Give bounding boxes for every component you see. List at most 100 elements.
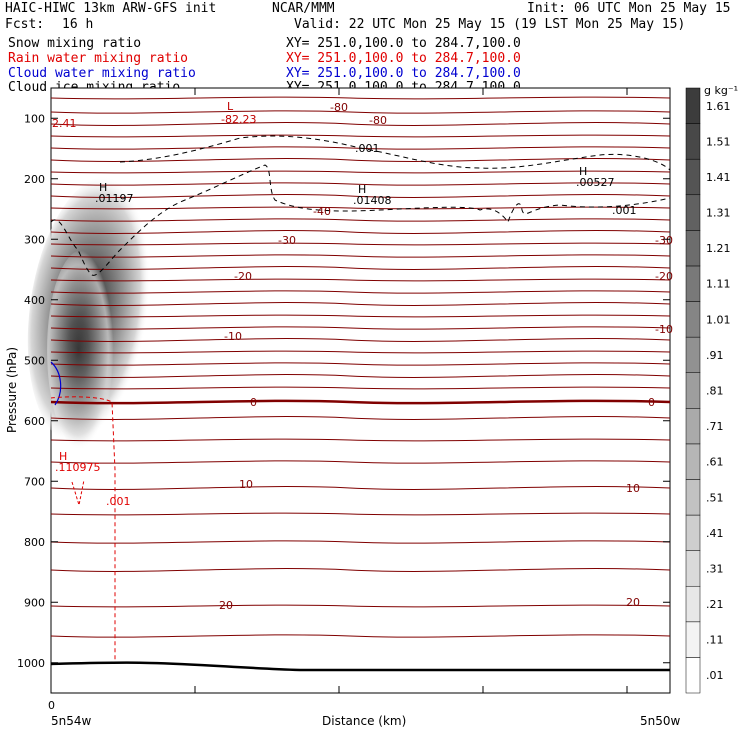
valid-time: Valid: 22 UTC Mon 25 May 15 (19 LST Mon … [294, 17, 686, 32]
y-tick-label: 200 [24, 173, 45, 186]
colorbar-segment [685, 336, 701, 373]
y-tick-label: 100 [24, 112, 45, 125]
isotherm-line [50, 512, 671, 516]
x-tick-0: 0 [48, 699, 55, 712]
contour-label-zero-right: 0 [648, 396, 655, 409]
colorbar-label: .51 [706, 491, 724, 504]
y-tick-label: 600 [24, 415, 45, 428]
rain-water-contour [50, 396, 116, 660]
isotherm-line [50, 278, 671, 282]
field-label-rain: Rain water mixing ratio [8, 51, 189, 66]
isotherm-line [50, 604, 671, 608]
contour-label-20-right: 20 [626, 596, 640, 609]
colorbar: .01 .11 .21 .31 .41 .51 .61 .71 .81 .91 1.01 1.11 1.… [685, 87, 731, 694]
isotherm-line [50, 326, 671, 330]
isotherm-line [50, 350, 671, 354]
y-axis-title: Pressure (hPa) [5, 347, 19, 433]
rain-water-small-contour [71, 479, 85, 506]
high-value-1: .01197 [95, 192, 134, 205]
fcst-value: 16 h [62, 17, 94, 32]
fcst-label: Fcst: [5, 17, 45, 32]
isotherm-line [50, 242, 671, 246]
x-axis-title: Distance (km) [322, 714, 406, 728]
isotherm-line [50, 460, 671, 464]
colorbar-label: 1.41 [706, 171, 731, 184]
field-label-snow: Snow mixing ratio [8, 36, 142, 51]
colorbar-label: .01 [706, 669, 724, 682]
isotherm-lines [50, 96, 671, 638]
isotherm-line [50, 374, 671, 378]
colorbar-label: .11 [706, 634, 724, 647]
isotherm-line [50, 386, 671, 390]
isotherm-line [50, 290, 671, 294]
y-tick-label: 800 [24, 536, 45, 549]
colorbar-label: 1.01 [706, 313, 731, 326]
low-value: -82.23 [221, 113, 256, 126]
colorbar-unit: g kg⁻¹ [704, 84, 738, 97]
high-marker-1: H [99, 181, 107, 194]
isotherm-line [50, 634, 671, 638]
isotherm-line [50, 110, 671, 114]
isotherm-line [50, 218, 671, 222]
colorbar-segment [685, 87, 701, 124]
colorbar-segment [685, 479, 701, 516]
colorbar-label: .21 [706, 598, 724, 611]
field-label-cloudwater: Cloud water mixing ratio [8, 66, 196, 81]
contour-label-minus80-b: -80 [369, 114, 387, 127]
isotherm-line [50, 254, 671, 258]
terrain-line [50, 661, 670, 672]
x-start-label: 5n54w [51, 714, 92, 728]
colorbar-label: .41 [706, 527, 724, 540]
high-value-3: .00527 [576, 176, 615, 189]
ice-contour-label: .001 [355, 142, 380, 155]
colorbar-segment [685, 443, 701, 480]
org-label: NCAR/MMM [272, 1, 335, 16]
colorbar-segment [685, 621, 701, 658]
contour-label-10-right: 10 [626, 482, 640, 495]
model-title: HAIC-HIWC 13km ARW-GFS init [5, 1, 217, 16]
isotherm-line [50, 338, 671, 342]
contour-label-minus20: -20 [234, 270, 252, 283]
isotherm-line [50, 206, 671, 210]
colorbar-segment [685, 123, 701, 160]
field-xy-snow: XY= 251.0,100.0 to 284.7,100.0 [286, 36, 521, 51]
colorbar-label: 1.31 [706, 207, 731, 220]
y-tick-label: 1000 [17, 657, 45, 670]
colorbar-segment [685, 408, 701, 445]
colorbar-label: .31 [706, 562, 724, 575]
cloud-water-contour [50, 361, 62, 406]
isotherm-line [50, 302, 671, 306]
cloud-ice-contour-lower [50, 164, 671, 276]
colorbar-segment [685, 158, 701, 196]
contour-label-minus80: -80 [330, 101, 348, 114]
colorbar-segment [685, 514, 701, 551]
isotherm-line [50, 194, 671, 198]
contour-label-minus30: -30 [278, 234, 296, 247]
contour-label-minus20-right: -20 [655, 270, 673, 283]
isotherm-line [50, 416, 671, 420]
y-tick-label: 300 [24, 233, 45, 246]
ice-contour-label-right: .001 [612, 204, 637, 217]
isotherm-line [50, 146, 671, 150]
contour-label-minus30-right: -30 [655, 234, 673, 247]
isotherm-line [50, 399, 671, 405]
high-marker-2: H [358, 183, 366, 196]
high-marker-3: H [579, 165, 587, 178]
isotherm-line [50, 134, 671, 138]
rain-high-marker: H [59, 450, 67, 463]
isotherm-line [50, 230, 671, 234]
y-tick-label: 700 [24, 475, 45, 488]
rain-contour-label: .001 [106, 495, 131, 508]
init-time: Init: 06 UTC Mon 25 May 15 [527, 1, 731, 16]
cloud-ice-contour-upper [119, 135, 671, 171]
contour-label-minus40: -40 [313, 205, 331, 218]
contour-label-20: 20 [219, 599, 233, 612]
contour-label-minus10-right: -10 [655, 323, 673, 336]
field-xy-rain: XY= 251.0,100.0 to 284.7,100.0 [286, 51, 521, 66]
isotherm-line [50, 362, 671, 366]
y-tick-label: 900 [24, 596, 45, 609]
x-end-label: 5n50w [640, 714, 681, 728]
low-marker: L [227, 100, 234, 113]
isotherm-line [50, 438, 671, 442]
